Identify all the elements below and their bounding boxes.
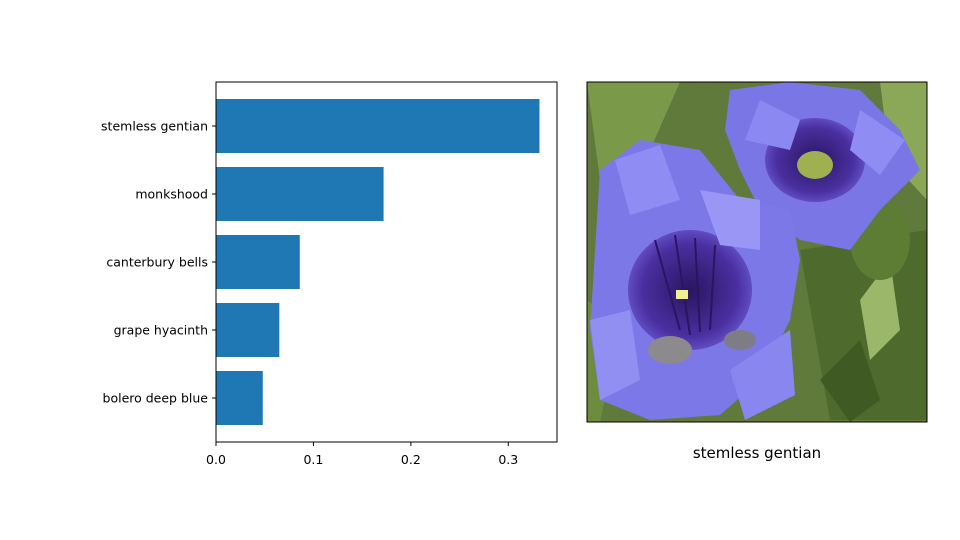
- bar-canterbury-bells: [216, 235, 300, 289]
- y-tick-label: grape hyacinth: [114, 323, 208, 338]
- x-tick-labels: 0.0 0.1 0.2 0.3: [206, 442, 518, 467]
- image-frame: [586, 81, 928, 423]
- flower-photo: [587, 82, 927, 422]
- image-caption: stemless gentian: [693, 444, 821, 462]
- y-tick-label: stemless gentian: [101, 119, 208, 134]
- x-tick-label: 0.2: [401, 452, 421, 467]
- y-tick-label: canterbury bells: [106, 255, 208, 270]
- y-tick-label: monkshood: [135, 187, 208, 202]
- flower-image-panel: stemless gentian: [586, 81, 928, 462]
- x-tick-label: 0.1: [303, 452, 323, 467]
- x-tick-label: 0.0: [206, 452, 226, 467]
- bars-group: [216, 99, 540, 425]
- bar-stemless-gentian: [216, 99, 540, 153]
- bar-monkshood: [216, 167, 384, 221]
- y-tick-label: bolero deep blue: [103, 391, 209, 406]
- bar-chart-axes: stemless gentian monkshood canterbury bell…: [101, 81, 558, 467]
- y-tick-labels: stemless gentian monkshood canterbury bell…: [101, 119, 216, 406]
- x-tick-label: 0.3: [498, 452, 518, 467]
- bar-grape-hyacinth: [216, 303, 280, 357]
- bar-bolero-deep-blue: [216, 371, 263, 425]
